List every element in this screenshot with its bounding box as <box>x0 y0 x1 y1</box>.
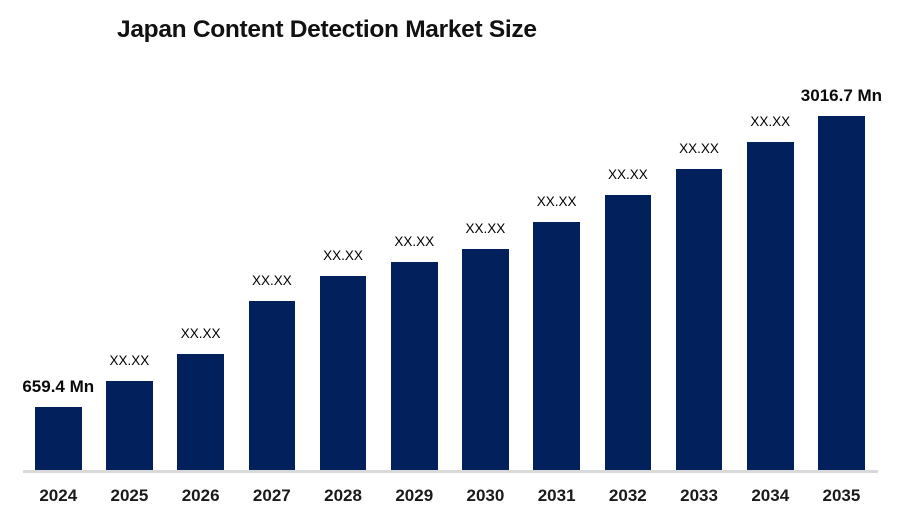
x-tick-2024: 2024 <box>39 486 78 505</box>
bar-2032 <box>604 195 652 472</box>
bar-2026 <box>177 354 224 472</box>
bar-2035 <box>818 116 865 472</box>
bar-2030 <box>462 249 509 472</box>
bar-value-label-2031: XX.XX <box>536 194 577 209</box>
bar-2033 <box>675 169 723 472</box>
bar-2028 <box>319 276 367 472</box>
x-tick-2027: 2027 <box>252 486 291 505</box>
bar-value-label-2032: XX.XX <box>607 167 648 182</box>
bar-2034 <box>747 142 794 472</box>
x-tick-2035: 2035 <box>822 486 861 505</box>
x-tick-2034: 2034 <box>751 486 790 505</box>
bar-2031 <box>533 222 580 472</box>
x-tick-2030: 2030 <box>466 486 505 505</box>
bar-value-label-2033: XX.XX <box>679 141 719 156</box>
bar-value-label-2028: XX.XX <box>323 248 363 263</box>
x-axis-line <box>23 470 878 473</box>
x-tick-2029: 2029 <box>395 486 434 505</box>
x-tick-2028: 2028 <box>324 486 362 505</box>
bar-value-label-2024: 659.4 Mn <box>22 377 95 396</box>
bar-value-label-2026: XX.XX <box>180 326 221 341</box>
bar-2029 <box>391 262 438 472</box>
x-tick-2031: 2031 <box>537 486 576 505</box>
bar-2024 <box>35 407 82 472</box>
bar-value-label-2035: 3016.7 Mn <box>800 86 883 105</box>
bar-2025 <box>106 381 153 472</box>
x-tick-2026: 2026 <box>181 486 220 505</box>
chart-title: Japan Content Detection Market Size <box>117 16 537 43</box>
bar-2027 <box>248 301 296 472</box>
bar-value-label-2025: XX.XX <box>109 353 150 368</box>
x-tick-2025: 2025 <box>110 486 149 505</box>
bar-value-label-2027: XX.XX <box>251 273 292 288</box>
bar-value-label-2030: XX.XX <box>465 221 506 236</box>
x-tick-2032: 2032 <box>608 486 647 505</box>
bar-value-label-2034: XX.XX <box>750 114 791 129</box>
bar-value-label-2029: XX.XX <box>394 234 435 249</box>
x-tick-2033: 2033 <box>680 486 718 505</box>
